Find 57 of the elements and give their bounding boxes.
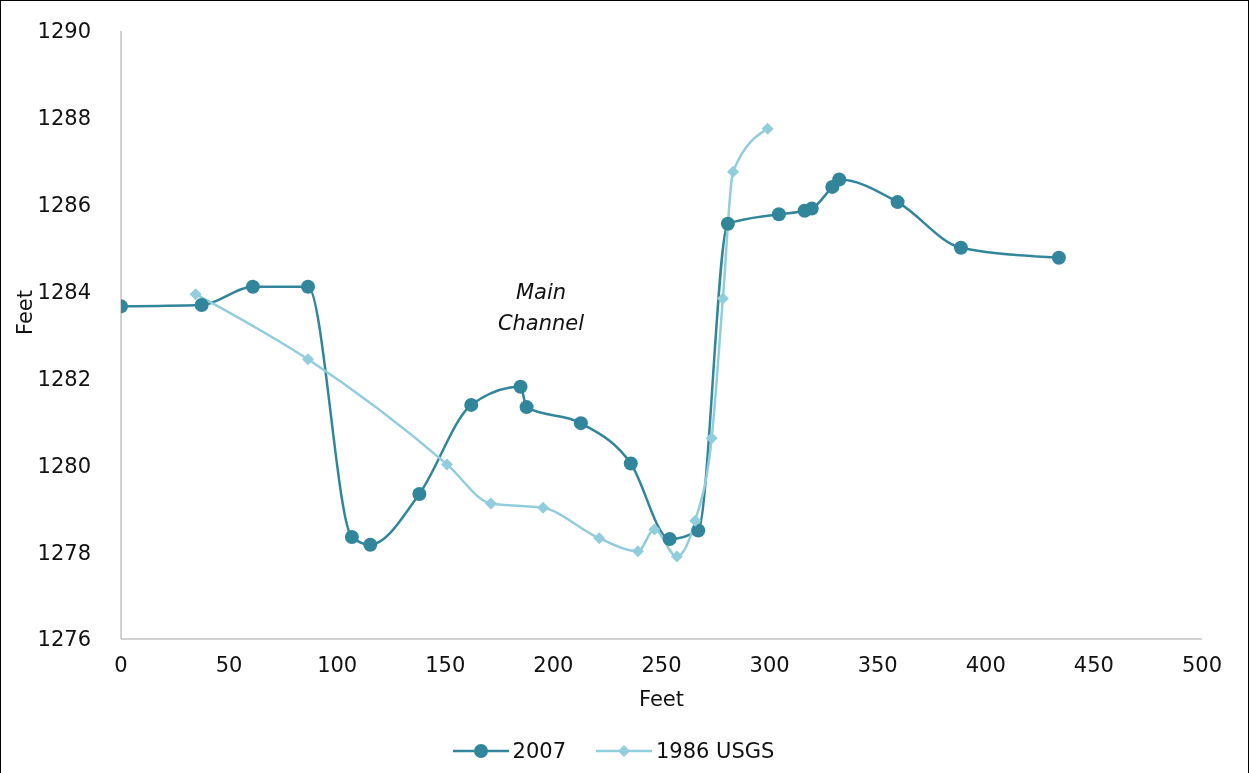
point: [648, 523, 661, 536]
point: [412, 486, 427, 501]
point: [519, 400, 534, 415]
y-tick-label: 1278: [37, 540, 91, 565]
x-tick-label: 400: [965, 652, 1006, 677]
x-tick-label: 200: [533, 652, 574, 677]
point: [593, 532, 606, 545]
annotation: Main Channel: [496, 279, 586, 337]
point: [623, 456, 638, 471]
x-tick-label: 450: [1073, 652, 1114, 677]
x-tick-label: 50: [215, 652, 243, 677]
x-tick-label: 350: [857, 652, 898, 677]
y-tick-label: 1290: [37, 19, 91, 44]
point: [727, 165, 740, 178]
y-tick-label: 1280: [37, 453, 91, 478]
legend-label: 1986 USGS: [655, 739, 775, 763]
point: [537, 501, 550, 514]
x-tick-label: 250: [641, 652, 682, 677]
point: [953, 240, 968, 255]
x-tick-label: 0: [114, 652, 128, 677]
y-tick-label: 1284: [37, 280, 91, 305]
y-tick-label: 1286: [37, 193, 91, 218]
y-axis-title: Feet: [13, 289, 38, 335]
point: [484, 497, 497, 510]
point: [573, 416, 588, 431]
legend-label: 2007: [511, 739, 566, 763]
point: [301, 279, 316, 294]
point: [662, 532, 677, 547]
point: [761, 122, 774, 135]
point: [245, 279, 260, 294]
point: [464, 397, 479, 412]
point: [771, 207, 786, 222]
point: [194, 298, 209, 313]
x-tick-label: 500: [1181, 652, 1223, 677]
point: [189, 288, 202, 301]
point: [720, 216, 735, 231]
point: [1051, 250, 1066, 265]
y-tick-label: 1276: [37, 627, 91, 652]
point: [832, 172, 847, 187]
x-tick-label: 150: [425, 652, 466, 677]
x-tick-label: 300: [749, 652, 790, 677]
point: [716, 292, 729, 305]
point: [513, 379, 528, 394]
point: [689, 514, 702, 527]
y-tick-label: 1282: [37, 366, 91, 391]
point: [344, 529, 359, 544]
x-axis-title: Feet: [638, 686, 685, 711]
point: [441, 458, 454, 471]
point: [705, 432, 718, 445]
point: [890, 195, 905, 210]
point: [670, 550, 683, 563]
y-tick-label: 1288: [37, 106, 91, 131]
point: [302, 353, 315, 366]
x-tick-label: 100: [317, 652, 358, 677]
point: [804, 201, 819, 216]
point: [691, 523, 706, 538]
point: [363, 537, 378, 552]
